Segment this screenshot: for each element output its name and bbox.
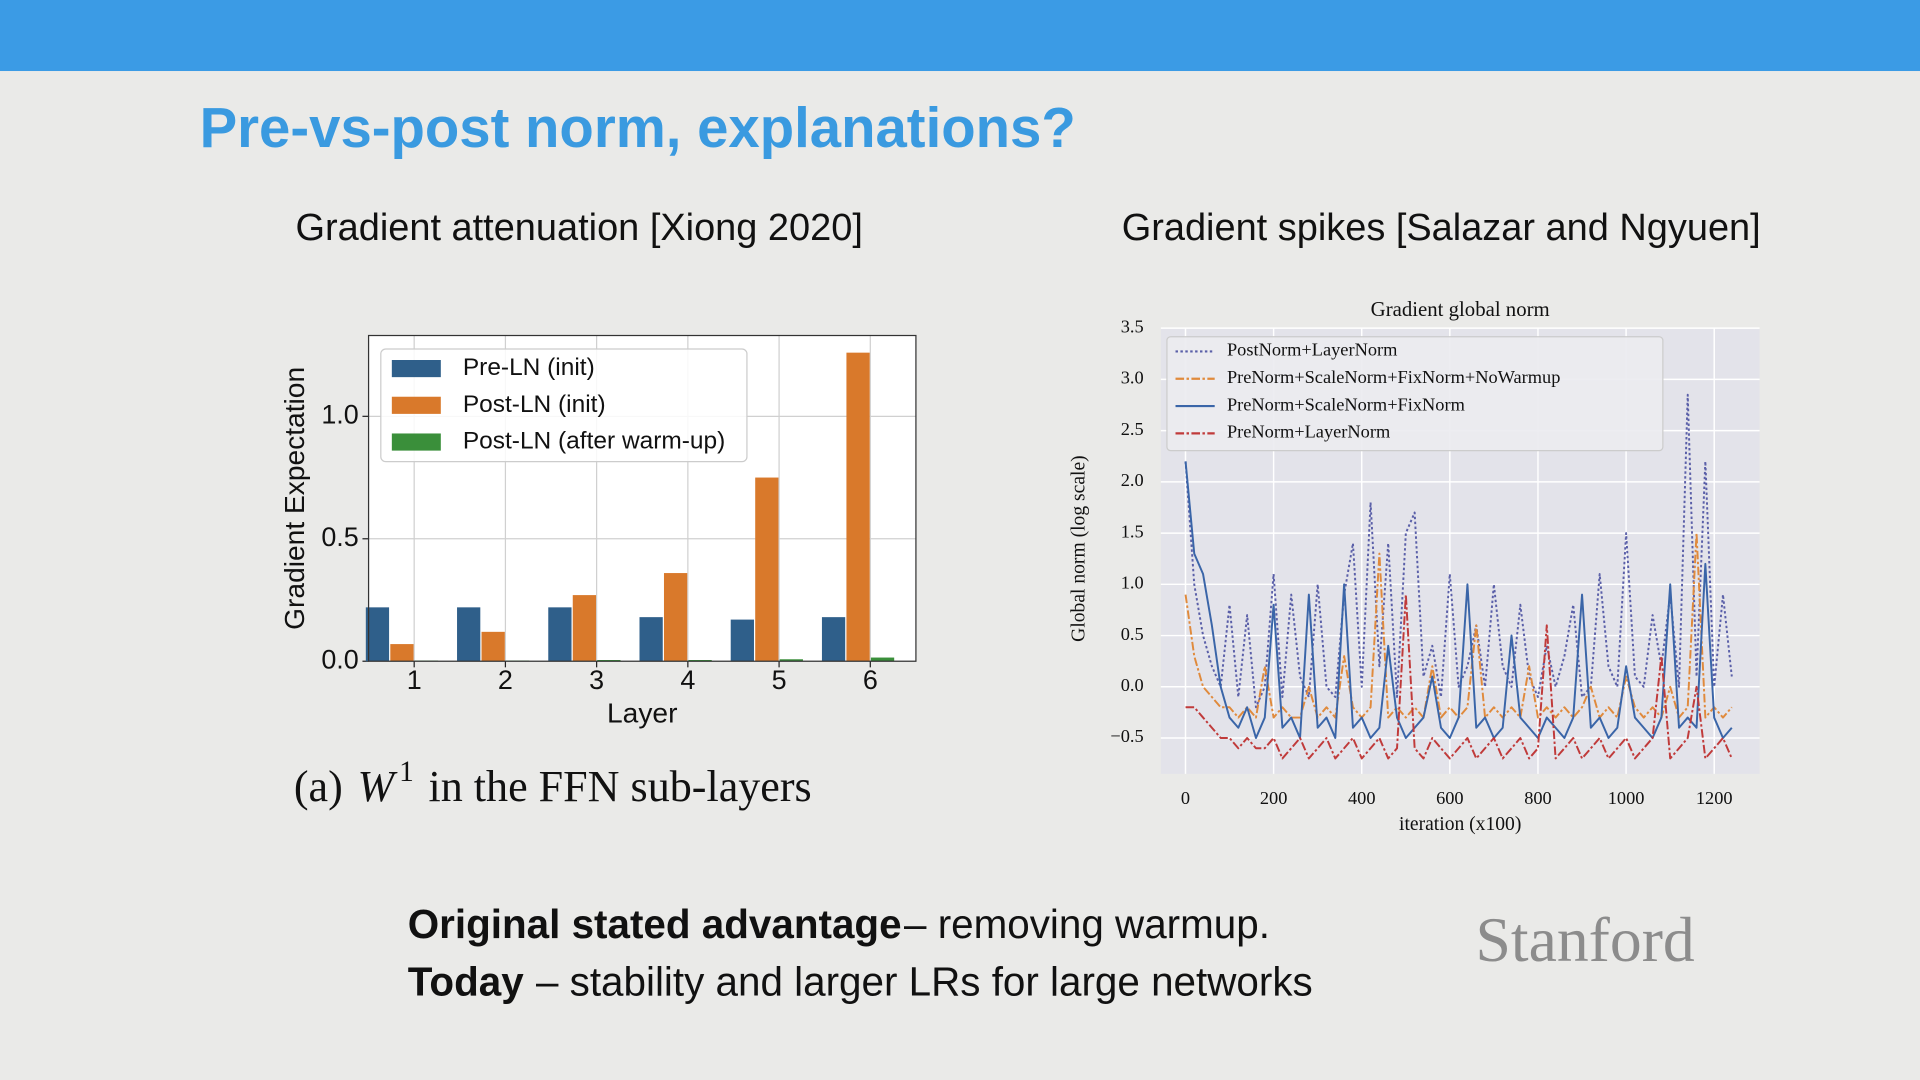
bar [779,659,803,662]
legend-label: Post-LN (after warm-up) [463,428,725,455]
legend-box [1166,336,1664,452]
series-line [1185,593,1733,760]
x-tick-label: 200 [1260,788,1288,808]
bar [870,657,895,662]
bar [365,607,390,662]
header-bar [0,0,1920,72]
y-tick-label: 3.0 [1121,368,1144,388]
note-bold: Original stated advantage [408,901,902,947]
y-tick-label: 2.5 [1121,419,1144,439]
series-line [1184,461,1733,739]
bar [481,631,505,662]
bar [755,477,779,662]
logo: Stanford [1476,904,1695,975]
x-tick-label: 400 [1348,788,1376,808]
caption: (a) W 1 in the FFN sub-layers [294,756,812,812]
note-text: – stability and larger LRs for large net… [536,958,1313,1004]
x-tick-label: 1200 [1696,788,1733,808]
x-tick-label: 800 [1524,788,1552,808]
bar [821,617,846,662]
y-tick-label: 1.0 [321,399,358,429]
x-axis-label: Layer [607,698,677,729]
bar [548,607,572,662]
y-axis-label: Gradient Expectation [279,367,310,630]
bar [846,352,870,662]
x-tick-label: 4 [680,665,695,695]
legend-label: PostNorm+LayerNorm [1227,340,1397,360]
x-tick-label: 3 [589,665,604,695]
x-tick-label: 2 [498,665,513,695]
y-tick-label: 3.5 [1121,316,1144,336]
left-heading: Gradient attenuation [Xiong 2020] [295,207,862,249]
x-tick-label: 1000 [1608,788,1645,808]
x-tick-label: 1 [407,665,422,695]
x-tick-label: 0 [1181,788,1190,808]
y-tick-label: 1.0 [1121,573,1144,593]
x-axis-label: iteration (x100) [1399,814,1521,835]
slide-title: Pre-vs-post norm, explanations? [200,96,1076,159]
note-text: – removing warmup. [904,901,1270,947]
legend-label: PreNorm+LayerNorm [1227,422,1390,442]
chart-title: Gradient global norm [1371,297,1550,321]
caption-prefix: (a) [294,762,343,811]
series-line [1184,393,1733,709]
bar [457,607,481,662]
note-bold: Today [408,958,524,1004]
bar [639,617,663,662]
y-tick-label: 0.0 [1121,675,1144,695]
y-tick-label: 1.5 [1121,521,1144,541]
caption-symbol: W [357,762,398,811]
legend-box [380,348,748,463]
bar [730,619,754,662]
caption-superscript: 1 [399,756,414,788]
legend-swatch [391,396,441,414]
x-tick-label: 6 [863,665,878,695]
y-tick-label: 0.5 [1121,624,1144,644]
x-tick-label: 600 [1436,788,1464,808]
bar [390,644,414,662]
note: Original stated advantage– removing warm… [408,901,1270,947]
plot-frame [367,334,917,662]
y-tick-label: 2.0 [1121,470,1144,490]
y-axis-label: Global norm (log scale) [1068,455,1089,641]
y-tick-label: 0.0 [321,644,358,674]
bar [572,595,597,662]
caption-suffix: in the FFN sub-layers [428,762,811,811]
legend-swatch [391,360,441,378]
note: Today – stability and larger LRs for larg… [408,958,1313,1004]
legend-label: PreNorm+ScaleNorm+FixNorm+NoWarmup [1227,367,1560,387]
y-tick-label: 0.5 [321,522,358,552]
legend-label: PreNorm+ScaleNorm+FixNorm [1227,394,1465,414]
legend-label: Pre-LN (init) [463,354,595,381]
legend-swatch [391,433,441,451]
y-tick-label: −0.5 [1110,726,1143,746]
right-heading: Gradient spikes [Salazar and Ngyuen] [1122,207,1761,249]
bar [663,573,688,662]
x-tick-label: 5 [772,665,787,695]
legend-label: Post-LN (init) [463,391,606,418]
